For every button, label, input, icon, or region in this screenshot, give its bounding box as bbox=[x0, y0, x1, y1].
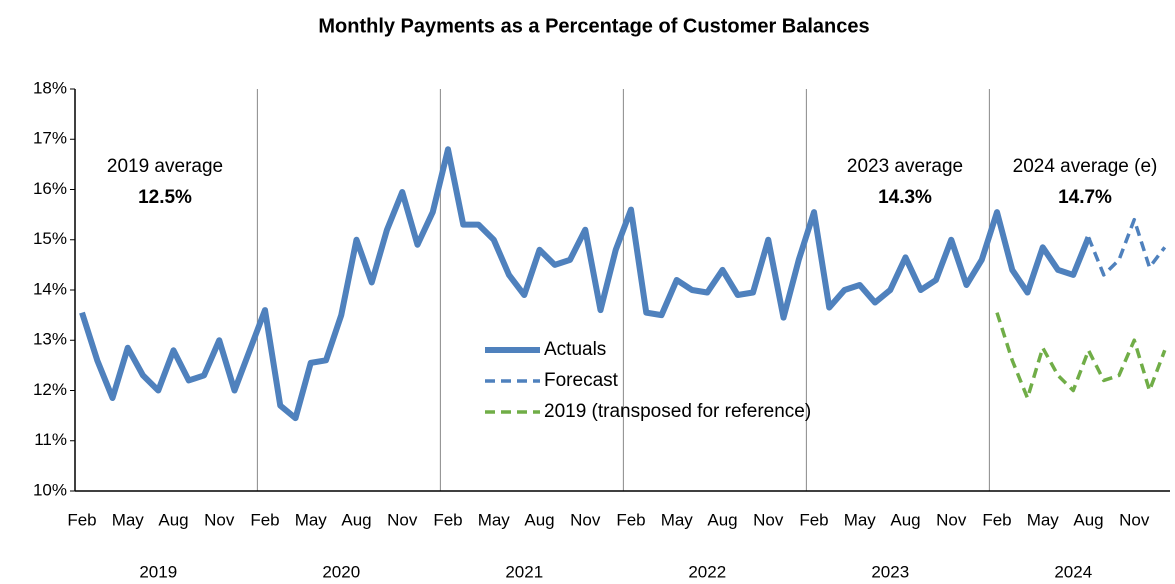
x-tick-label: Feb bbox=[433, 510, 462, 529]
x-tick-label: Aug bbox=[158, 510, 188, 529]
x-tick-label: Nov bbox=[1119, 510, 1150, 529]
x-tick-label: May bbox=[661, 510, 694, 529]
chart-title: Monthly Payments as a Percentage of Cust… bbox=[318, 15, 869, 37]
x-tick-label: Feb bbox=[67, 510, 96, 529]
x-tick-label: Nov bbox=[936, 510, 967, 529]
x-tick-label: Aug bbox=[890, 510, 920, 529]
x-tick-label: Aug bbox=[1073, 510, 1103, 529]
y-tick-label: 18% bbox=[33, 78, 67, 97]
x-tick-label: Feb bbox=[982, 510, 1011, 529]
year-label: 2024 bbox=[1054, 562, 1092, 581]
x-tick-label: Nov bbox=[204, 510, 235, 529]
year-label: 2019 bbox=[139, 562, 177, 581]
x-tick-label: Nov bbox=[570, 510, 601, 529]
x-tick-label: Aug bbox=[707, 510, 737, 529]
year-label: 2021 bbox=[505, 562, 543, 581]
x-tick-label: Aug bbox=[524, 510, 554, 529]
x-tick-label: Feb bbox=[799, 510, 828, 529]
x-tick-label: May bbox=[478, 510, 511, 529]
x-tick-label: May bbox=[112, 510, 145, 529]
x-tick-label: Feb bbox=[250, 510, 279, 529]
y-tick-label: 12% bbox=[33, 380, 67, 399]
x-tick-label: May bbox=[295, 510, 328, 529]
annotation-text: 2024 average (e) bbox=[1013, 156, 1158, 177]
annotation-text: 2019 average bbox=[107, 156, 223, 177]
x-tick-label: Aug bbox=[341, 510, 371, 529]
x-tick-label: Nov bbox=[387, 510, 418, 529]
annotation-text: 2023 average bbox=[847, 156, 963, 177]
y-tick-label: 14% bbox=[33, 279, 67, 298]
year-label: 2022 bbox=[688, 562, 726, 581]
x-tick-label: May bbox=[844, 510, 877, 529]
legend-label: Forecast bbox=[544, 370, 619, 391]
y-tick-label: 17% bbox=[33, 129, 67, 148]
annotation-value: 14.7% bbox=[1058, 187, 1112, 208]
x-tick-label: May bbox=[1027, 510, 1060, 529]
y-tick-label: 11% bbox=[34, 430, 67, 449]
annotation-value: 12.5% bbox=[138, 187, 192, 208]
series-line bbox=[79, 146, 1092, 422]
y-tick-label: 15% bbox=[33, 229, 67, 248]
series-line bbox=[995, 312, 1167, 400]
legend-label: Actuals bbox=[544, 339, 606, 360]
y-tick-label: 13% bbox=[33, 330, 67, 349]
series-line bbox=[1086, 217, 1167, 277]
y-tick-label: 16% bbox=[33, 179, 67, 198]
annotation-value: 14.3% bbox=[878, 187, 932, 208]
legend-label: 2019 (transposed for reference) bbox=[544, 401, 811, 422]
x-tick-label: Feb bbox=[616, 510, 645, 529]
x-tick-label: Nov bbox=[753, 510, 784, 529]
year-label: 2020 bbox=[322, 562, 360, 581]
year-label: 2023 bbox=[871, 562, 909, 581]
y-tick-label: 10% bbox=[33, 480, 67, 499]
